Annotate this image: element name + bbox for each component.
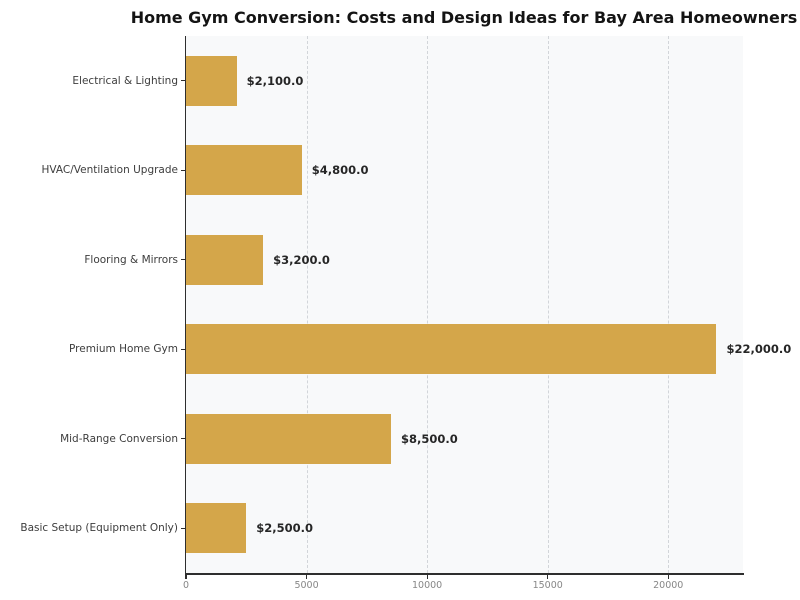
y-tick-mark <box>180 259 185 261</box>
x-gridline <box>427 36 429 573</box>
y-category-label: HVAC/Ventilation Upgrade <box>41 164 179 177</box>
bar <box>186 503 247 554</box>
bar-value-label: $2,100.0 <box>246 73 304 88</box>
x-tick-label: 0 <box>182 580 190 591</box>
y-category-label: Mid-Range Conversion <box>60 432 178 445</box>
y-tick-mark <box>180 348 185 350</box>
x-axis-spine <box>184 573 744 575</box>
bar-value-label: $3,200.0 <box>273 252 330 267</box>
x-tick-mark <box>185 574 187 579</box>
x-tick-mark <box>667 574 669 579</box>
y-tick-mark <box>180 80 185 82</box>
bar-value-label: $8,500.0 <box>400 431 458 446</box>
x-gridline <box>547 36 549 573</box>
bar-value-label: $4,800.0 <box>311 163 369 178</box>
y-tick-mark <box>180 169 185 171</box>
plot-area: $2,100.0 $4,800.0 $3,200.0 $22,000.0 $8,500.… <box>186 36 791 573</box>
x-tick-label: 15000 <box>532 580 563 591</box>
bar <box>186 55 237 106</box>
y-tick-mark <box>180 438 185 440</box>
x-gridline <box>306 36 308 573</box>
x-tick-label: 20000 <box>653 580 684 591</box>
bar <box>186 145 302 196</box>
y-category-label: Basic Setup (Equipment Only) <box>20 522 178 535</box>
y-category-label: Electrical & Lighting <box>72 74 178 87</box>
y-tick-mark <box>180 527 185 529</box>
bar-value-label: $2,500.0 <box>256 521 314 536</box>
x-tick-mark <box>547 574 549 579</box>
x-tick-label: 5000 <box>294 580 319 591</box>
y-category-label: Flooring & Mirrors <box>84 253 178 266</box>
bar <box>186 324 717 375</box>
x-gridline <box>668 36 670 573</box>
chart-title: Home Gym Conversion: Costs and Design Id… <box>130 8 798 27</box>
y-axis-spine <box>184 36 186 575</box>
y-category-label: Premium Home Gym <box>69 343 178 356</box>
x-tick-mark <box>305 574 308 579</box>
x-tick-label: 10000 <box>412 580 443 591</box>
x-tick-mark <box>426 574 428 579</box>
bar <box>186 413 391 464</box>
bar <box>186 234 264 285</box>
bar-value-label: $22,000.0 <box>726 342 792 357</box>
